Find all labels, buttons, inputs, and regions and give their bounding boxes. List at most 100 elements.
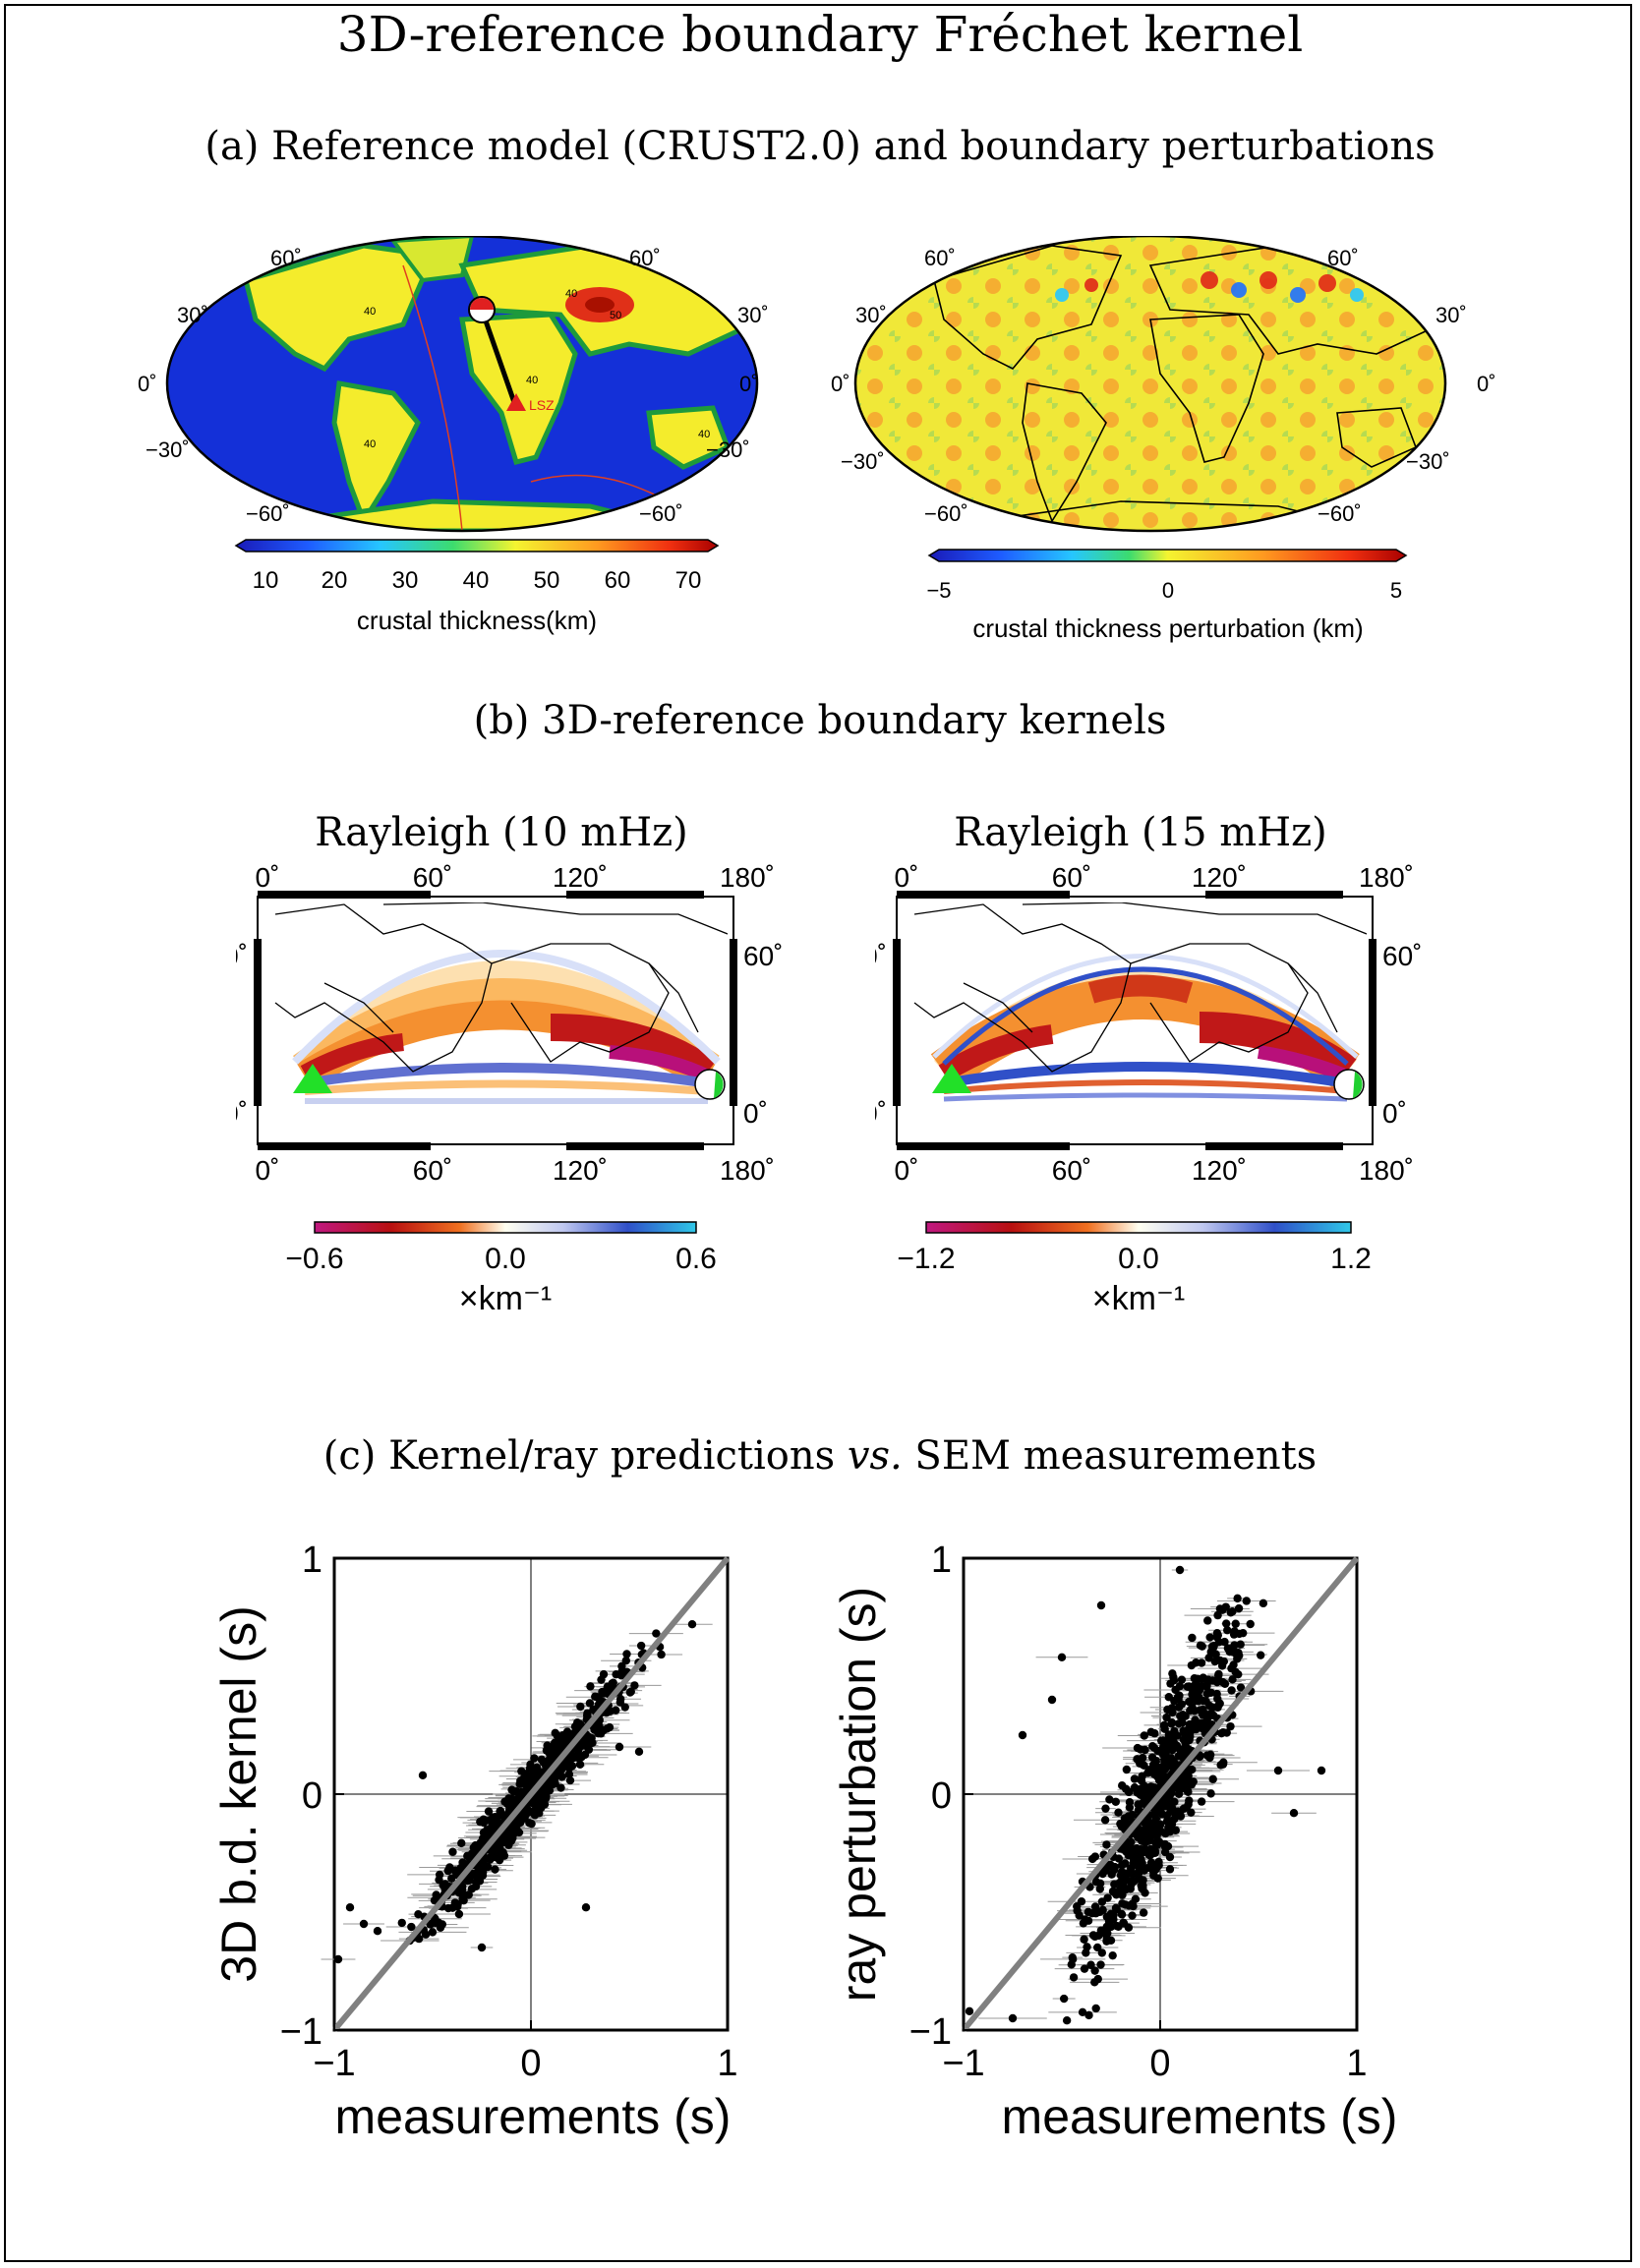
data-point <box>1111 1797 1121 1806</box>
data-point <box>1212 1689 1221 1699</box>
data-point <box>1183 1786 1193 1796</box>
data-point <box>1256 1651 1265 1659</box>
contour-label: 40 <box>364 306 376 318</box>
data-point <box>1184 1682 1193 1691</box>
svg-text:20: 20 <box>322 567 348 594</box>
lon-label-bottom: 120˚ <box>1192 1155 1247 1186</box>
data-point <box>1201 1717 1209 1727</box>
lat-label-60n-left: 60˚ <box>270 246 302 270</box>
data-point <box>1213 1610 1222 1620</box>
data-point <box>597 1675 606 1684</box>
data-point <box>1236 1683 1246 1692</box>
colorbar-unit: ×km⁻¹ <box>1092 1280 1185 1317</box>
lon-label-top: 120˚ <box>1192 862 1247 893</box>
data-point <box>589 1705 598 1715</box>
data-point <box>1143 1820 1153 1829</box>
data-point <box>1178 1718 1187 1727</box>
data-point <box>507 1832 517 1842</box>
data-point <box>1170 1809 1180 1818</box>
data-point <box>575 1719 585 1728</box>
data-point <box>1138 1799 1146 1808</box>
data-point <box>1008 2013 1018 2023</box>
data-point <box>1317 1766 1326 1775</box>
data-point <box>1163 1841 1173 1851</box>
data-point <box>605 1722 615 1732</box>
x-axis-label: measurements (s) <box>1002 2089 1398 2144</box>
data-point <box>1090 1978 1099 1987</box>
data-point <box>435 1870 444 1880</box>
data-point <box>1118 1890 1127 1899</box>
data-point <box>617 1661 626 1671</box>
data-point <box>652 1629 661 1638</box>
data-point <box>1150 1729 1159 1738</box>
lon-label-top: 180˚ <box>1359 862 1414 893</box>
data-point <box>1220 1679 1230 1688</box>
data-point <box>1163 1735 1172 1745</box>
data-point <box>612 1669 620 1679</box>
lon-label-bottom: 180˚ <box>720 1155 775 1186</box>
data-point <box>1228 1675 1237 1684</box>
data-point <box>1018 1730 1027 1740</box>
data-point <box>1130 1774 1140 1783</box>
lat-label-0-right: 0˚ <box>1477 372 1496 396</box>
data-point <box>1235 1629 1244 1639</box>
scatter-kernel-vs-measurements: −1−1 0 0 1 1 measurements (s) 3D b.d. kernel… <box>211 1540 738 2144</box>
data-point <box>1206 1789 1215 1798</box>
colorbar-label: crustal thickness(km) <box>357 606 597 635</box>
y-tick-label: 1 <box>931 1540 952 1581</box>
data-point <box>1136 1859 1145 1868</box>
data-point <box>1102 1922 1111 1932</box>
data-point <box>1226 1721 1235 1731</box>
data-point <box>1140 1731 1148 1740</box>
data-point <box>1165 1865 1175 1874</box>
data-point <box>556 1783 565 1792</box>
data-point <box>1202 1751 1211 1760</box>
data-point <box>1185 1796 1194 1805</box>
data-point <box>1102 1840 1111 1849</box>
data-point <box>1133 1743 1142 1753</box>
data-point <box>1169 1738 1179 1747</box>
data-point <box>622 1650 631 1658</box>
data-point <box>1141 1745 1149 1755</box>
data-point <box>1162 1713 1171 1722</box>
data-point <box>1229 1660 1238 1669</box>
lat-label-30n-left: 30˚ <box>855 303 887 327</box>
data-point <box>1139 1908 1148 1917</box>
data-point <box>1115 1878 1124 1888</box>
lat-label-0-right: 0˚ <box>739 372 759 396</box>
data-point <box>1127 1837 1136 1847</box>
data-point <box>1206 1709 1215 1718</box>
data-point <box>1160 1760 1169 1769</box>
y-tick-label: 1 <box>302 1540 322 1581</box>
data-point <box>1062 2016 1072 2025</box>
data-point <box>397 1918 406 1928</box>
data-point <box>687 1620 697 1629</box>
data-point <box>1231 1667 1240 1677</box>
data-point <box>1213 1631 1223 1640</box>
data-point <box>456 1886 466 1894</box>
data-point <box>634 1747 644 1756</box>
data-point <box>507 1826 516 1835</box>
lon-label-top: 0˚ <box>895 862 919 893</box>
data-point <box>553 1744 561 1753</box>
data-point <box>1186 1706 1195 1716</box>
data-point <box>657 1650 666 1659</box>
data-point <box>1147 1753 1157 1762</box>
reference-line <box>331 1556 731 2032</box>
data-point <box>584 1732 593 1741</box>
data-point <box>1057 1653 1067 1661</box>
data-point <box>1227 1686 1236 1695</box>
lon-label-bottom: 60˚ <box>413 1155 452 1186</box>
data-point <box>1223 1626 1232 1635</box>
data-point <box>1140 1781 1149 1790</box>
data-point <box>453 1902 462 1911</box>
data-point <box>1168 1708 1177 1717</box>
data-point <box>1174 1695 1183 1704</box>
y-tick-label: −1 <box>909 2011 952 2053</box>
colorbar-ticks: −5 0 5 <box>926 578 1402 603</box>
data-point <box>520 1814 529 1823</box>
data-point <box>458 1894 467 1903</box>
data-point <box>577 1753 586 1762</box>
data-point <box>1210 1657 1219 1666</box>
lat-label-left: 60˚ <box>875 941 887 971</box>
